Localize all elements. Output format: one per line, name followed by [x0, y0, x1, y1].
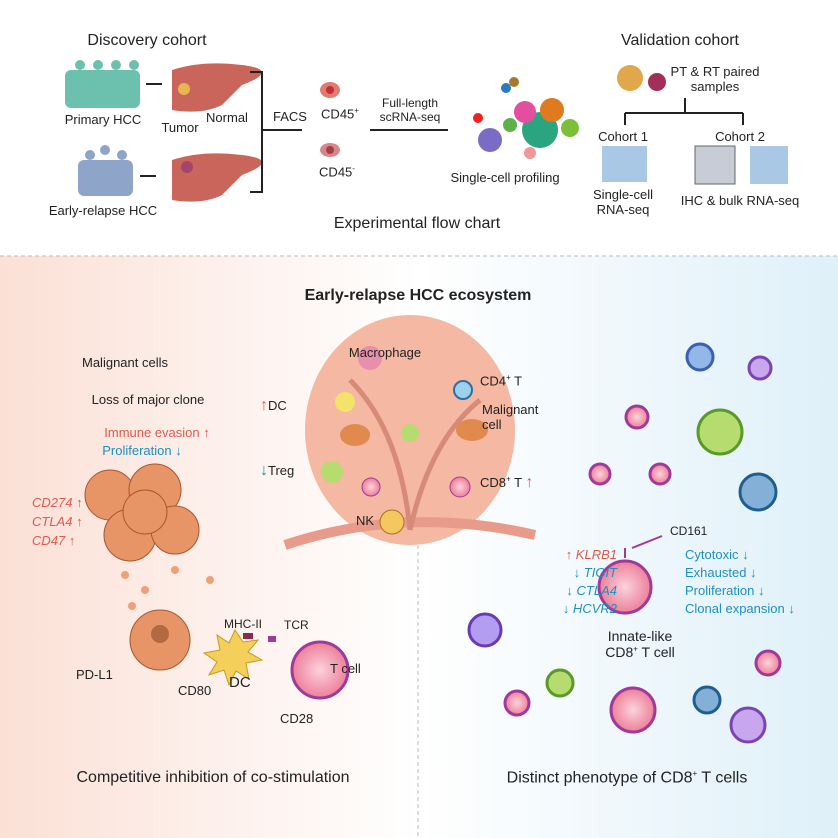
- malignant-cells-title: Malignant cells: [82, 355, 168, 370]
- primary-hcc-people-icon: [65, 60, 140, 108]
- dendritic-cell-icon: [202, 628, 264, 687]
- cd80-label: CD80: [178, 683, 212, 698]
- tsne-plot-icon: [473, 77, 579, 159]
- paired-samples-label: PT & RT paired samples: [670, 64, 760, 94]
- single-cell-profiling-label: Single-cell profiling: [450, 170, 560, 185]
- liver-icon: [172, 63, 262, 112]
- cd161-label: CD161: [670, 524, 708, 538]
- cd45-positive-label: CD45+: [321, 106, 359, 122]
- dc-label: ↑DC: [260, 397, 287, 414]
- cd8-gene-list: ↑ KLRB1 ↓ TIGIT ↓ CTLA4 ↓ HCVR2: [562, 547, 617, 616]
- nk-label: NK: [355, 513, 375, 528]
- cd45-negative-label: CD45-: [319, 164, 355, 180]
- cd8-t-label: CD8+ T ↑: [480, 474, 534, 491]
- facs-label: FACS: [273, 109, 307, 124]
- cohort2-label: Cohort 2: [715, 129, 765, 144]
- cohort1-method: Single-cell RNA-seq: [593, 187, 653, 217]
- discovery-cohort-title: Discovery cohort: [87, 32, 207, 49]
- cd28-label: CD28: [280, 711, 314, 726]
- right-caption: Distinct phenotype of CD8+ T cells: [506, 769, 748, 787]
- innate-like-cd8-label: Innate-like CD8+ T cell: [605, 628, 675, 661]
- validation-cohort-title: Validation cohort: [621, 32, 739, 49]
- malignant-gene-list: CD274 ↑ CTLA4 ↑ CD47 ↑: [32, 495, 83, 548]
- normal-label: Normal: [206, 110, 248, 125]
- liver-icon: [172, 153, 262, 202]
- ecosystem-title: Early-relapse HCC ecosystem: [304, 287, 532, 304]
- pd-l1-label: PD-L1: [76, 667, 113, 682]
- cohort1-label: Cohort 1: [598, 129, 648, 144]
- scrna-seq-label: Full-length scRNA-seq: [379, 96, 441, 124]
- dc-cell-label: DC: [229, 674, 251, 691]
- tcr-label: TCR: [284, 618, 309, 632]
- early-relapse-hcc-label: Early-relapse HCC: [48, 203, 158, 218]
- phenotype-list: Cytotoxic ↓ Exhausted ↓ Proliferation ↓ Clo…: [685, 547, 795, 616]
- immune-evasion-label: Immune evasion ↑: [104, 425, 210, 440]
- cohort2-method: IHC & bulk RNA-seq: [680, 193, 800, 208]
- treg-label: ↓Treg: [260, 462, 295, 479]
- t-cell-label: T cell: [330, 661, 361, 676]
- left-caption: Competitive inhibition of co-stimulation: [76, 769, 350, 786]
- loss-major-clone-label: Loss of major clone: [91, 392, 205, 407]
- malignant-cell-label: Malignant cell: [482, 402, 539, 432]
- flow-chart-title: Experimental flow chart: [333, 215, 501, 232]
- mhc-ii-label: MHC-II: [224, 617, 262, 631]
- macrophage-label: Macrophage: [348, 345, 422, 360]
- early-relapse-people-icon: [78, 145, 133, 196]
- tumor-label: Tumor: [161, 120, 199, 135]
- primary-hcc-label: Primary HCC: [64, 112, 142, 127]
- proliferation-label: Proliferation ↓: [102, 443, 182, 458]
- cd4-t-label: CD4+ T: [480, 373, 523, 389]
- malignant-cell-cluster-icon: [84, 463, 200, 562]
